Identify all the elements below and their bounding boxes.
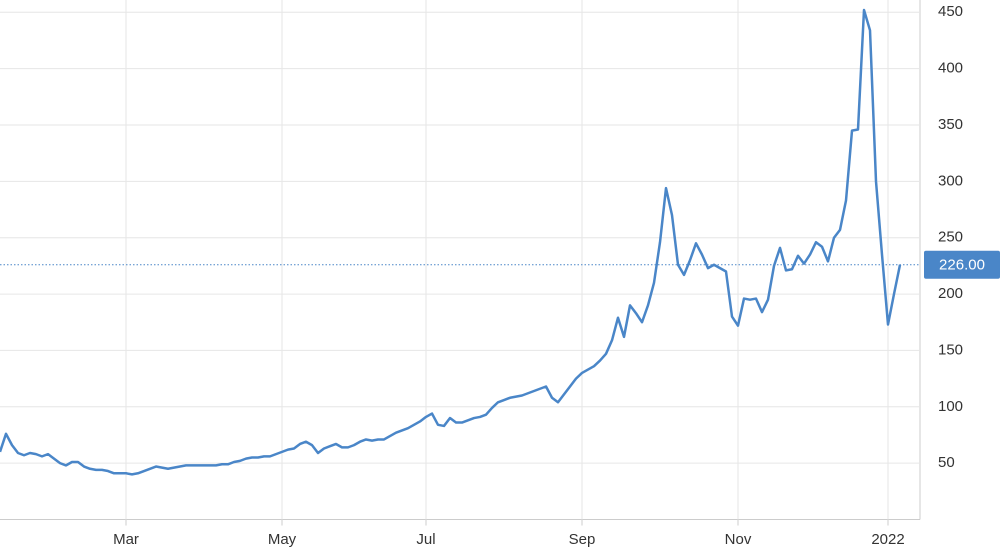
y-tick-label: 50: [938, 454, 955, 471]
last-value-label: 226.00: [939, 257, 985, 274]
y-tick-label: 350: [938, 116, 963, 133]
x-tick-label: Jul: [416, 531, 435, 548]
x-tick-label: Sep: [569, 531, 596, 548]
x-tick-label: Mar: [113, 531, 139, 548]
last-value-box: [924, 250, 1000, 279]
y-tick-label: 200: [938, 285, 963, 302]
x-tick-label: 2022: [871, 531, 904, 548]
y-tick-label: 300: [938, 172, 963, 189]
y-tick-label: 100: [938, 398, 963, 415]
line: [0, 8, 902, 476]
y-tick-label: 400: [938, 60, 963, 77]
x-tick-label: Nov: [725, 531, 752, 548]
y-tick-label: 150: [938, 341, 963, 358]
x-tick-label: May: [268, 531, 297, 548]
y-tick-label: 250: [938, 229, 963, 246]
y-tick-label: 450: [938, 3, 963, 20]
